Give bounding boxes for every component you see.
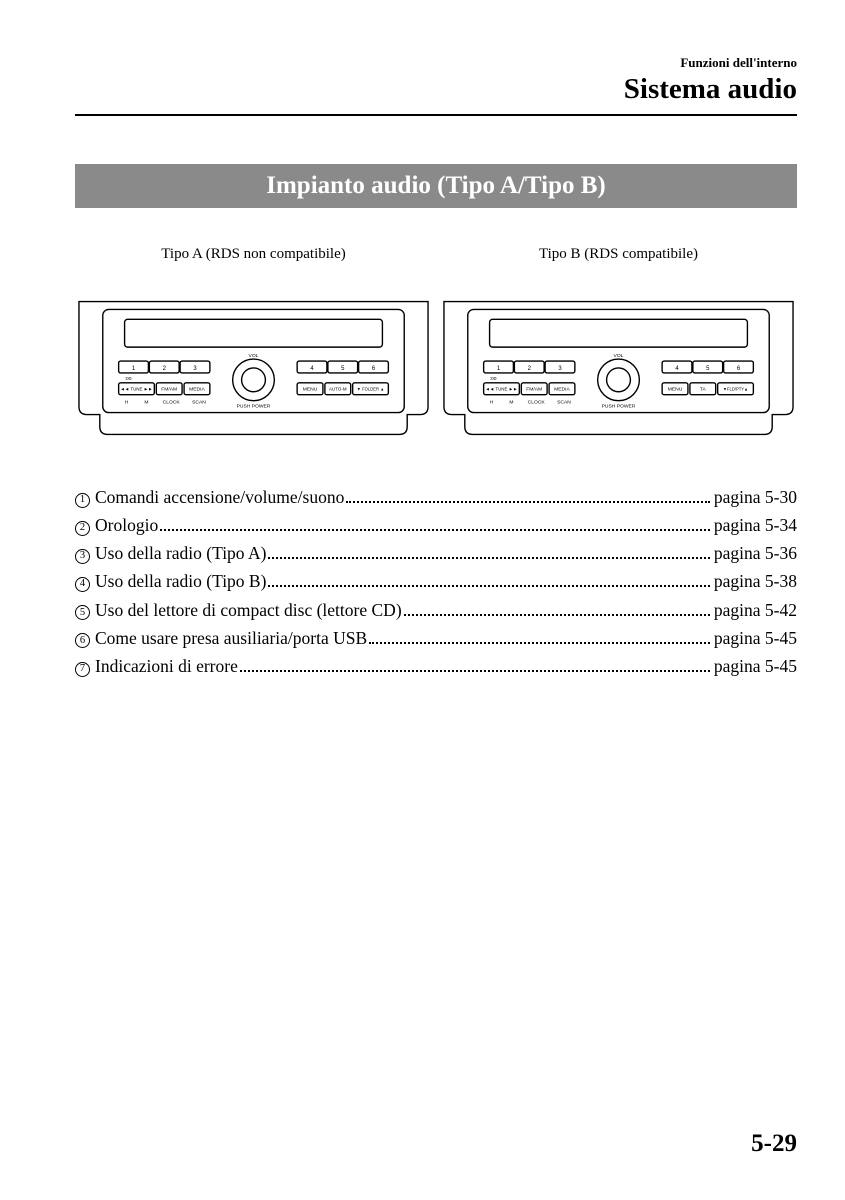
toc-page: pagina 5-34 [714,512,797,539]
svg-text:M: M [509,400,513,406]
svg-text:2: 2 [528,366,531,372]
toc-row: 1 Comandi accensione/volume/suono pagina… [75,484,797,511]
svg-text:4: 4 [310,366,314,372]
radio-unit-a: 1 2 3 4 5 6 :00 ◄◄ TUNE ►► FM/AM MEDIA M… [75,287,432,437]
toc-row: 5 Uso del lettore di compact disc (letto… [75,597,797,624]
toc-page: pagina 5-30 [714,484,797,511]
toc-number-circle: 6 [75,633,90,648]
svg-text:TA: TA [700,387,707,393]
svg-text:◄◄ TUNE ►►: ◄◄ TUNE ►► [120,387,152,392]
diagram-b-label: Tipo B (RDS compatibile) [440,246,797,263]
svg-text:MENU: MENU [303,387,318,393]
page-number: 5-29 [751,1130,797,1158]
page-header: Funzioni dell'interno Sistema audio [75,55,797,106]
toc-page: pagina 5-42 [714,597,797,624]
svg-text:SCAN: SCAN [557,400,571,406]
toc-number-circle: 4 [75,577,90,592]
svg-text:PUSH POWER: PUSH POWER [602,404,636,410]
svg-text:1: 1 [132,366,136,372]
svg-text:FM/AM: FM/AM [161,387,177,393]
toc-page: pagina 5-38 [714,568,797,595]
svg-text:VOL: VOL [614,353,624,359]
toc-page: pagina 5-45 [714,625,797,652]
svg-text:FM/AM: FM/AM [526,387,542,393]
radio-unit-b: 1 2 3 4 5 6 :00 ◄◄ TUNE ►► FM/AM MEDIA M… [440,287,797,437]
diagram-type-a: Tipo A (RDS non compatibile) [75,246,432,442]
svg-text::00: :00 [490,376,497,382]
toc-number-circle: 2 [75,521,90,536]
diagram-type-b: Tipo B (RDS compatibile) [440,246,797,442]
toc-leader [404,614,710,616]
toc-number-circle: 7 [75,662,90,677]
svg-text:▼FLD/PTY▲: ▼FLD/PTY▲ [723,387,748,392]
svg-text:4: 4 [675,366,679,372]
toc-row: 3 Uso della radio (Tipo A) pagina 5-36 [75,540,797,567]
toc-text: Comandi accensione/volume/suono [95,484,344,511]
svg-text::00: :00 [125,376,132,382]
svg-text:MEDIA: MEDIA [189,387,205,393]
toc-leader [160,529,710,531]
toc-text: Orologio [95,512,158,539]
svg-text:6: 6 [372,366,376,372]
toc-text: Uso della radio (Tipo B) [95,568,266,595]
svg-text:5: 5 [341,366,345,372]
toc-number-circle: 3 [75,549,90,564]
toc-page: pagina 5-36 [714,540,797,567]
svg-text:PUSH POWER: PUSH POWER [237,404,271,410]
svg-text:1: 1 [497,366,501,372]
toc-leader [268,557,709,559]
toc-row: 2 Orologio pagina 5-34 [75,512,797,539]
svg-text:VOL: VOL [249,353,259,359]
toc-number-circle: 5 [75,605,90,620]
diagram-a-label: Tipo A (RDS non compatibile) [75,246,432,263]
svg-text:◄◄ TUNE ►►: ◄◄ TUNE ►► [485,387,517,392]
diagrams-row: Tipo A (RDS non compatibile) [75,246,797,442]
toc-row: 4 Uso della radio (Tipo B) pagina 5-38 [75,568,797,595]
svg-text:MEDIA: MEDIA [554,387,570,393]
svg-text:▼ FOLDER ▲: ▼ FOLDER ▲ [357,387,384,392]
svg-text:6: 6 [737,366,741,372]
section-banner: Impianto audio (Tipo A/Tipo B) [75,164,797,208]
svg-text:SCAN: SCAN [192,400,206,406]
header-rule [75,114,797,116]
svg-text:2: 2 [163,366,166,372]
toc-text: Indicazioni di errore [95,653,238,680]
header-section: Sistema audio [75,73,797,106]
toc-text: Uso del lettore di compact disc (lettore… [95,597,402,624]
svg-text:3: 3 [193,366,197,372]
toc-number-circle: 1 [75,493,90,508]
toc-leader [346,501,710,503]
svg-text:3: 3 [558,366,562,372]
svg-text:CLOCK: CLOCK [163,400,181,406]
svg-text:MENU: MENU [668,387,683,393]
svg-text:H: H [490,400,494,406]
header-chapter: Funzioni dell'interno [75,55,797,71]
svg-text:CLOCK: CLOCK [528,400,546,406]
toc-row: 6 Come usare presa ausiliaria/porta USB … [75,625,797,652]
svg-text:5: 5 [706,366,710,372]
svg-text:M: M [144,400,148,406]
toc-text: Come usare presa ausiliaria/porta USB [95,625,367,652]
toc-page: pagina 5-45 [714,653,797,680]
toc-text: Uso della radio (Tipo A) [95,540,266,567]
table-of-contents: 1 Comandi accensione/volume/suono pagina… [75,484,797,680]
svg-text:H: H [125,400,129,406]
toc-row: 7 Indicazioni di errore pagina 5-45 [75,653,797,680]
toc-leader [369,642,710,644]
svg-text:AUTO-M: AUTO-M [329,387,347,392]
toc-leader [240,670,710,672]
toc-leader [268,585,709,587]
